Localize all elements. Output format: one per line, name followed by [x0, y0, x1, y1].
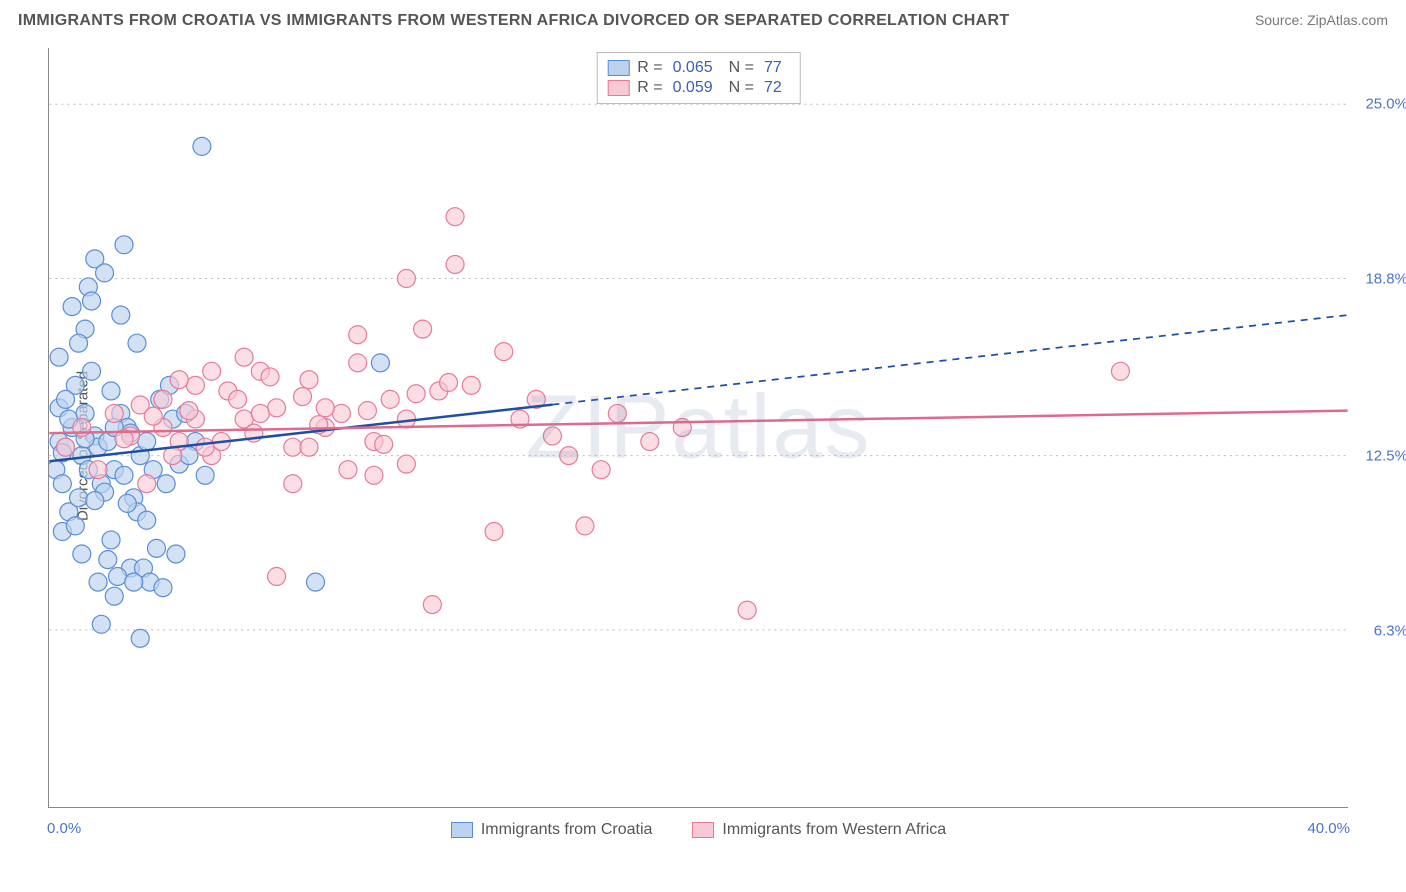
title-bar: IMMIGRANTS FROM CROATIA VS IMMIGRANTS FR…: [18, 12, 1388, 30]
y-tick-label: 12.5%: [1365, 448, 1406, 465]
y-tick-label: 18.8%: [1365, 270, 1406, 287]
chart-svg: [49, 48, 1348, 807]
swatch-wafrica-icon: [607, 80, 629, 96]
legend-item-wafrica: Immigrants from Western Africa: [692, 821, 946, 839]
legend-croatia-n: 77: [762, 59, 790, 77]
legend-item-croatia: Immigrants from Croatia: [451, 821, 653, 839]
legend-croatia-r: 0.065: [671, 59, 721, 77]
legend-wafrica-n: 72: [762, 79, 790, 97]
legend-label-croatia: Immigrants from Croatia: [481, 821, 653, 839]
legend-r-label: R =: [637, 79, 662, 97]
legend-wafrica-r: 0.059: [671, 79, 721, 97]
legend-n-label: N =: [729, 79, 754, 97]
x-max-label: 40.0%: [1307, 820, 1350, 837]
x-min-label: 0.0%: [47, 820, 81, 837]
legend-bottom: Immigrants from Croatia Immigrants from …: [49, 821, 1348, 839]
legend-row-wafrica: R = 0.059 N = 72: [607, 78, 790, 98]
chart-area: ZIPatlas R = 0.065 N = 77 R = 0.059 N = …: [48, 48, 1348, 808]
swatch-croatia-icon: [451, 822, 473, 838]
legend-label-wafrica: Immigrants from Western Africa: [722, 821, 946, 839]
y-tick-label: 6.3%: [1374, 622, 1406, 639]
source-label: Source: ZipAtlas.com: [1255, 12, 1388, 28]
legend-n-label: N =: [729, 59, 754, 77]
swatch-wafrica-icon: [692, 822, 714, 838]
chart-title: IMMIGRANTS FROM CROATIA VS IMMIGRANTS FR…: [18, 12, 1009, 30]
legend-row-croatia: R = 0.065 N = 77: [607, 58, 790, 78]
legend-top: R = 0.065 N = 77 R = 0.059 N = 72: [596, 52, 801, 104]
swatch-croatia-icon: [607, 60, 629, 76]
legend-r-label: R =: [637, 59, 662, 77]
y-tick-label: 25.0%: [1365, 96, 1406, 113]
